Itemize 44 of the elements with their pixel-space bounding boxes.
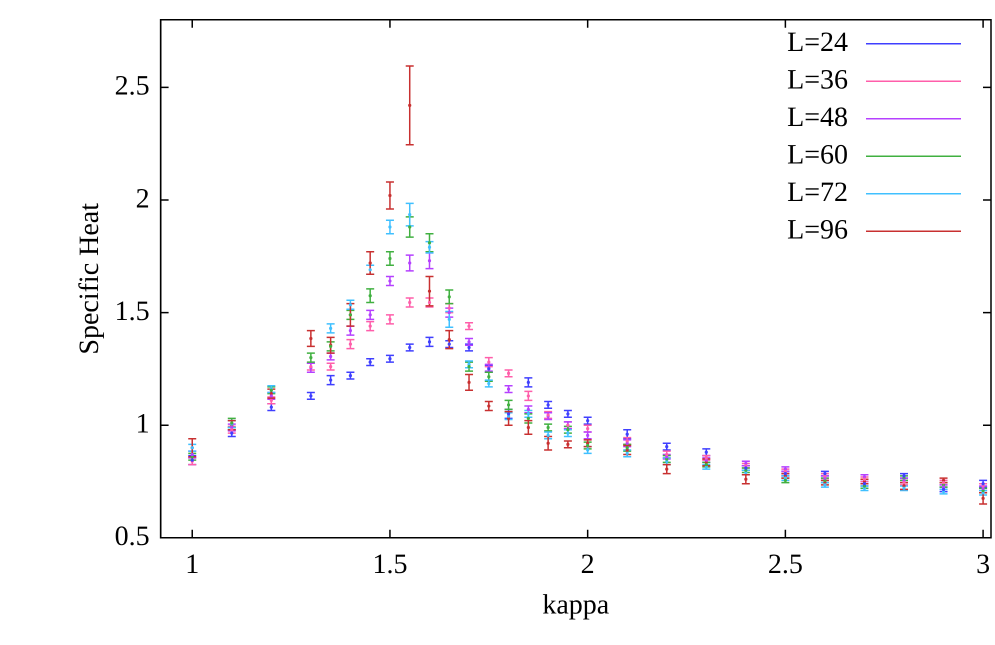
point bbox=[526, 426, 530, 430]
x-axis-title: kappa bbox=[542, 590, 610, 621]
point bbox=[346, 299, 356, 310]
point bbox=[408, 104, 412, 107]
point bbox=[582, 431, 592, 440]
x-tick-label: 3 bbox=[976, 548, 990, 580]
point bbox=[309, 336, 312, 340]
y-tick-label: 0.5 bbox=[114, 521, 150, 552]
point bbox=[622, 449, 632, 458]
point bbox=[546, 442, 550, 445]
legend-label: L=72 bbox=[787, 177, 848, 208]
x-tick-label: 2.5 bbox=[768, 548, 803, 580]
point bbox=[622, 444, 632, 452]
point bbox=[484, 356, 494, 368]
point bbox=[484, 379, 494, 388]
x-tick-label: 1 bbox=[185, 548, 200, 580]
point bbox=[543, 431, 553, 440]
legend-label: L=60 bbox=[787, 140, 848, 171]
x-tick-label: 1.5 bbox=[372, 548, 408, 580]
legend-label: L=96 bbox=[787, 214, 848, 246]
y-tick-label: 2 bbox=[136, 183, 150, 214]
y-tick-label: 2.5 bbox=[114, 70, 150, 102]
point bbox=[388, 194, 392, 198]
point bbox=[448, 338, 451, 342]
point bbox=[227, 423, 237, 432]
x-tick-label: 2 bbox=[580, 548, 595, 580]
point bbox=[622, 439, 632, 448]
y-tick-label: 1 bbox=[136, 408, 150, 440]
point bbox=[524, 413, 534, 424]
legend-label: L=36 bbox=[787, 64, 848, 96]
point bbox=[464, 338, 474, 346]
point bbox=[428, 290, 432, 293]
point bbox=[266, 396, 276, 405]
point bbox=[467, 380, 471, 384]
point bbox=[484, 372, 494, 382]
legend-label: L=48 bbox=[787, 102, 848, 134]
legend-label: L=24 bbox=[787, 27, 848, 58]
point bbox=[306, 352, 316, 363]
point bbox=[563, 428, 573, 438]
point bbox=[504, 400, 514, 410]
point bbox=[368, 261, 372, 265]
point bbox=[187, 444, 197, 452]
y-axis-title: Specific Heat bbox=[74, 202, 106, 355]
y-tick-label: 1.5 bbox=[114, 296, 150, 327]
